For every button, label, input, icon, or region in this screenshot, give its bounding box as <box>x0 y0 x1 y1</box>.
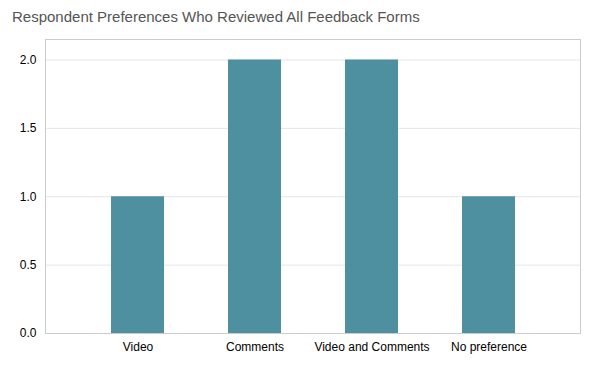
svg-text:Video: Video <box>123 340 154 354</box>
svg-text:Video and Comments: Video and Comments <box>314 340 429 354</box>
svg-text:2.0: 2.0 <box>20 53 37 67</box>
svg-text:Comments: Comments <box>226 340 284 354</box>
svg-text:0.0: 0.0 <box>20 326 37 340</box>
html-text:Respondent Preferences Who Rev: Respondent Preferences Who Reviewed All … <box>12 8 420 25</box>
svg-text:1.5: 1.5 <box>20 121 37 135</box>
svg-text:0.5: 0.5 <box>20 258 37 272</box>
svg-text:1.0: 1.0 <box>20 190 37 204</box>
svg-text:No preference: No preference <box>451 340 527 354</box>
